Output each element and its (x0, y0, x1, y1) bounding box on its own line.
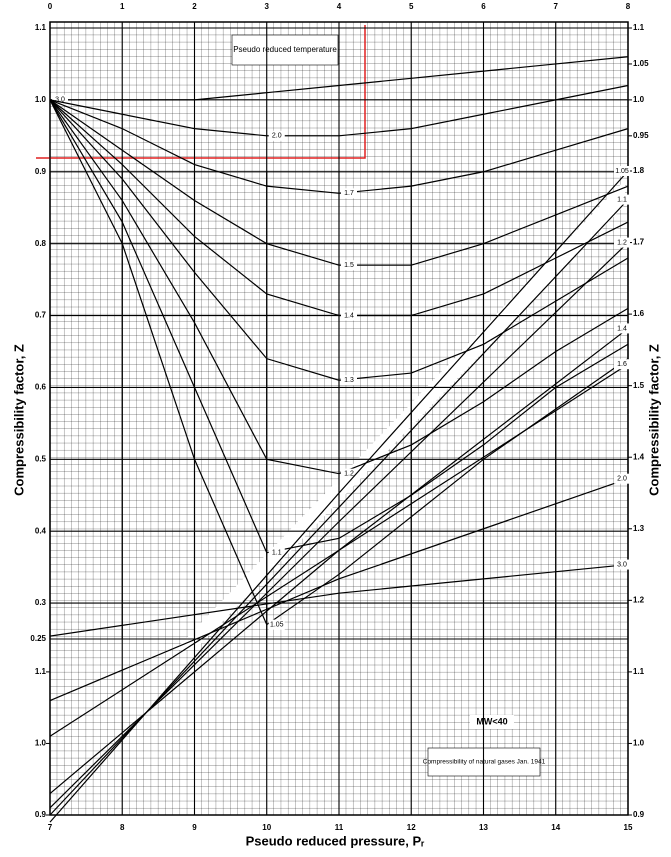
y2-tick-label: 1.5 (633, 381, 645, 390)
label-bg (614, 473, 630, 484)
label-bg (614, 194, 630, 205)
label-bg (268, 130, 285, 141)
label-bg (341, 188, 357, 199)
series-label: 3.0 (55, 97, 65, 104)
series-line (49, 363, 629, 737)
series-line (50, 56, 629, 101)
y-tick-label: 0.7 (35, 311, 47, 320)
label-bg (341, 375, 357, 386)
y-tick-label: 0.6 (35, 383, 47, 392)
label-bg (341, 310, 357, 321)
x-tick-label: 15 (624, 823, 633, 832)
series-label: 1.2 (617, 239, 627, 246)
series-label: 1.1 (617, 196, 627, 203)
series-label: 1.4 (617, 325, 627, 332)
x-tick-label: 6 (481, 2, 486, 11)
x-tick-label: 14 (551, 823, 560, 832)
y-tick-label: 0.8 (35, 239, 47, 248)
series-label: 2.0 (617, 476, 627, 483)
series-line (49, 563, 629, 637)
annotation: Compressibility of natural gases Jan. 19… (423, 759, 546, 766)
label-bg (341, 468, 357, 479)
example-reading-line (36, 25, 366, 159)
label-bg (52, 94, 68, 105)
x-tick-label: 7 (48, 823, 53, 832)
series-line (49, 478, 629, 702)
series-label: 2.0 (272, 133, 282, 140)
y-tick-label: 0.3 (35, 598, 47, 607)
y2-tick-label: 1.0 (633, 739, 645, 748)
annotation: Pseudo reduced temperature (233, 45, 337, 54)
series-label: 1.7 (344, 190, 354, 197)
y2-tick-label: 1.05 (633, 59, 649, 68)
series-label: 1.2 (344, 471, 354, 478)
label-bg (341, 260, 357, 271)
label-bg (268, 547, 285, 558)
y-tick-label: 1.1 (35, 23, 47, 32)
series-label: 1.1 (272, 550, 282, 557)
x-tick-label: 1 (120, 2, 125, 11)
series-label: 1.05 (615, 168, 629, 175)
x-tick-label: 9 (192, 823, 197, 832)
x-tick-label: 4 (337, 2, 342, 11)
annotation-box (231, 34, 339, 66)
series-label: 1.5 (344, 262, 354, 269)
y2-tick-label: 0.95 (633, 131, 649, 140)
y-tick-label: 1.1 (35, 667, 47, 676)
label-bg (614, 237, 630, 248)
label-bg (614, 359, 630, 370)
y-tick-label: 1.0 (35, 739, 47, 748)
x-tick-label: 12 (407, 823, 416, 832)
y-tick-label: 0.25 (30, 634, 46, 643)
x-tick-label: 2 (192, 2, 197, 11)
y2-tick-label: 1.8 (633, 166, 645, 175)
y-tick-label: 0.4 (35, 526, 47, 535)
annotation-box (470, 715, 514, 729)
x-tick-label: 10 (262, 823, 271, 832)
series-line (49, 84, 629, 137)
label-bg (614, 559, 630, 570)
y-tick-label: 0.9 (35, 810, 47, 819)
x-tick-label: 0 (48, 2, 53, 11)
series-label: 1.05 (270, 621, 284, 628)
x-tick-label: 3 (265, 2, 270, 11)
series-label: 1.4 (344, 312, 354, 319)
y-tick-label: 1.0 (35, 95, 47, 104)
y2-tick-label: 0.9 (633, 810, 645, 819)
label-bg (614, 166, 630, 176)
x-tick-label: 8 (120, 823, 125, 832)
y-tick-label: 0.5 (35, 454, 47, 463)
y-tick-label: 0.9 (35, 167, 47, 176)
y2-tick-label: 1.7 (633, 238, 645, 247)
series-label: 1.6 (617, 361, 627, 368)
white-band (175, 180, 625, 650)
y2-tick-label: 1.0 (633, 95, 645, 104)
y2-tick-label: 1.3 (633, 524, 645, 533)
label-bg (268, 619, 285, 630)
y2-tick-label: 1.2 (633, 595, 645, 604)
x-tick-label: 13 (479, 823, 488, 832)
y2-tick-label: 1.4 (633, 452, 645, 461)
series-label: 3.0 (617, 561, 627, 568)
x-tick-label: 8 (626, 2, 631, 11)
y2-tick-label: 1.6 (633, 309, 645, 318)
y2-tick-label: 1.1 (633, 23, 645, 32)
x-tick-label: 11 (335, 823, 344, 832)
y2-axis-label: Compressibility factor, Z (646, 344, 661, 496)
label-bg (614, 323, 630, 334)
y-axis-label: Compressibility factor, Z (11, 344, 26, 496)
x-tick-label: 5 (409, 2, 414, 11)
annotation: MW<40 (476, 716, 507, 726)
series-label: 1.3 (344, 377, 354, 384)
y2-tick-label: 1.1 (633, 667, 645, 676)
x-axis-label: Pseudo reduced pressure, Pᵣ (246, 833, 426, 848)
x-tick-label: 7 (554, 2, 559, 11)
